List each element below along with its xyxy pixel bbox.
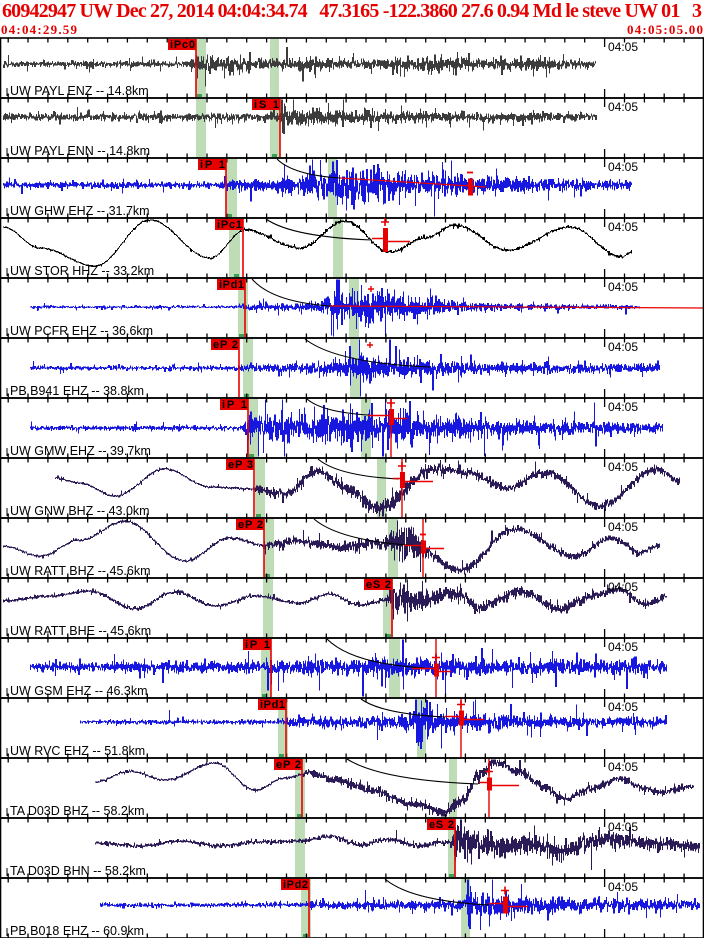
svg-text:UW PAYL ENZ -- 14.8km: UW PAYL ENZ -- 14.8km xyxy=(10,84,149,98)
svg-text:04:05: 04:05 xyxy=(608,460,638,474)
svg-text:04:05: 04:05 xyxy=(608,220,638,234)
svg-text:UW RATT BHE -- 45.6km: UW RATT BHE -- 45.6km xyxy=(10,624,151,638)
svg-text:eP 2: eP 2 xyxy=(238,519,263,531)
svg-text:04:05: 04:05 xyxy=(608,100,638,114)
svg-text:UW GHW EHZ -- 31.7km: UW GHW EHZ -- 31.7km xyxy=(10,204,150,218)
svg-text:04:05: 04:05 xyxy=(608,760,638,774)
svg-text:PB B941 EHZ -- 38.8km: PB B941 EHZ -- 38.8km xyxy=(10,384,144,398)
svg-text:04:05: 04:05 xyxy=(608,40,638,54)
svg-text:eP 2: eP 2 xyxy=(213,339,238,351)
svg-text:04:05: 04:05 xyxy=(608,700,638,714)
svg-text:04:05: 04:05 xyxy=(608,520,638,534)
svg-text:iPd1: iPd1 xyxy=(219,279,244,291)
svg-text:iPc1: iPc1 xyxy=(217,219,242,231)
svg-text:UW RATT BHZ -- 45.6km: UW RATT BHZ -- 45.6km xyxy=(10,564,151,578)
svg-text:04:05: 04:05 xyxy=(608,580,638,594)
svg-text:PB B018 EHZ -- 60.9km: PB B018 EHZ -- 60.9km xyxy=(10,924,144,938)
svg-text:UW PAYL ENN -- 14.8km: UW PAYL ENN -- 14.8km xyxy=(10,144,150,158)
svg-text:04:05:05.00: 04:05:05.00 xyxy=(627,22,703,37)
svg-text:04:05: 04:05 xyxy=(608,820,638,834)
svg-text:UW STOR HHZ -- 33.2km: UW STOR HHZ -- 33.2km xyxy=(10,264,154,278)
svg-text:04:05: 04:05 xyxy=(608,400,638,414)
svg-text:eS 2: eS 2 xyxy=(429,819,454,831)
svg-text:UW RVC EHZ -- 51.8km: UW RVC EHZ -- 51.8km xyxy=(10,744,145,758)
svg-text:UW PCFR EHZ -- 36.6km: UW PCFR EHZ -- 36.6km xyxy=(10,324,153,338)
svg-text:60942947 UW Dec 27, 2014 04:04: 60942947 UW Dec 27, 2014 04:04:34.74 47.… xyxy=(2,0,702,22)
svg-text:eS 2: eS 2 xyxy=(366,579,391,591)
svg-text:04:05: 04:05 xyxy=(608,280,638,294)
svg-text:UW GMW EHZ -- 39.7km: UW GMW EHZ -- 39.7km xyxy=(10,444,151,458)
svg-text:TA D03D BHZ -- 58.2km: TA D03D BHZ -- 58.2km xyxy=(10,804,145,818)
svg-text:UW GSM EHZ -- 46.3km: UW GSM EHZ -- 46.3km xyxy=(10,684,148,698)
svg-text:04:05: 04:05 xyxy=(608,640,638,654)
svg-text:iPd1: iPd1 xyxy=(260,699,285,711)
svg-text:iPc0: iPc0 xyxy=(170,39,195,51)
svg-text:UW GNW BHZ -- 43.0km: UW GNW BHZ -- 43.0km xyxy=(10,504,150,518)
svg-text:eP 3: eP 3 xyxy=(228,459,253,471)
svg-text:iPd2: iPd2 xyxy=(283,879,308,891)
svg-text:04:05: 04:05 xyxy=(608,880,638,894)
svg-text:04:05: 04:05 xyxy=(608,340,638,354)
svg-text:eP 2: eP 2 xyxy=(276,759,301,771)
svg-text:TA D03D BHN -- 58.2km: TA D03D BHN -- 58.2km xyxy=(10,864,146,878)
svg-text:04:05: 04:05 xyxy=(608,160,638,174)
svg-text:04:04:29.59: 04:04:29.59 xyxy=(1,22,78,37)
